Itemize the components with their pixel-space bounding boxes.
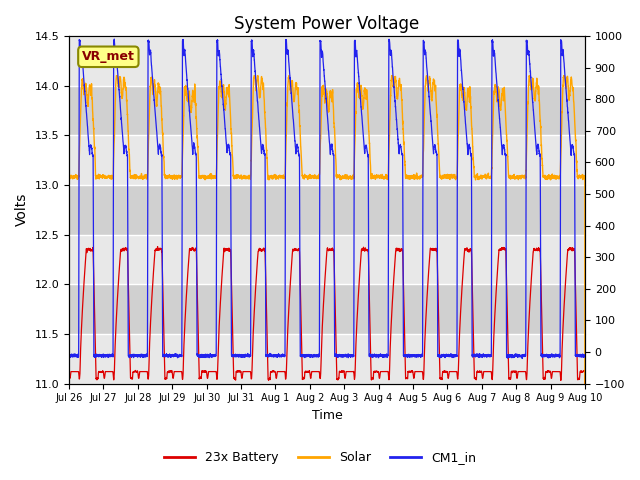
Bar [69,284,585,334]
Bar [69,235,585,284]
Y-axis label: Volts: Volts [15,193,29,227]
Bar [69,85,585,135]
X-axis label: Time: Time [312,409,342,422]
Bar [69,135,585,185]
Bar [69,185,585,235]
Bar [69,36,585,85]
Text: VR_met: VR_met [82,50,135,63]
Bar [69,334,585,384]
Legend: 23x Battery, Solar, CM1_in: 23x Battery, Solar, CM1_in [159,446,481,469]
Title: System Power Voltage: System Power Voltage [234,15,420,33]
